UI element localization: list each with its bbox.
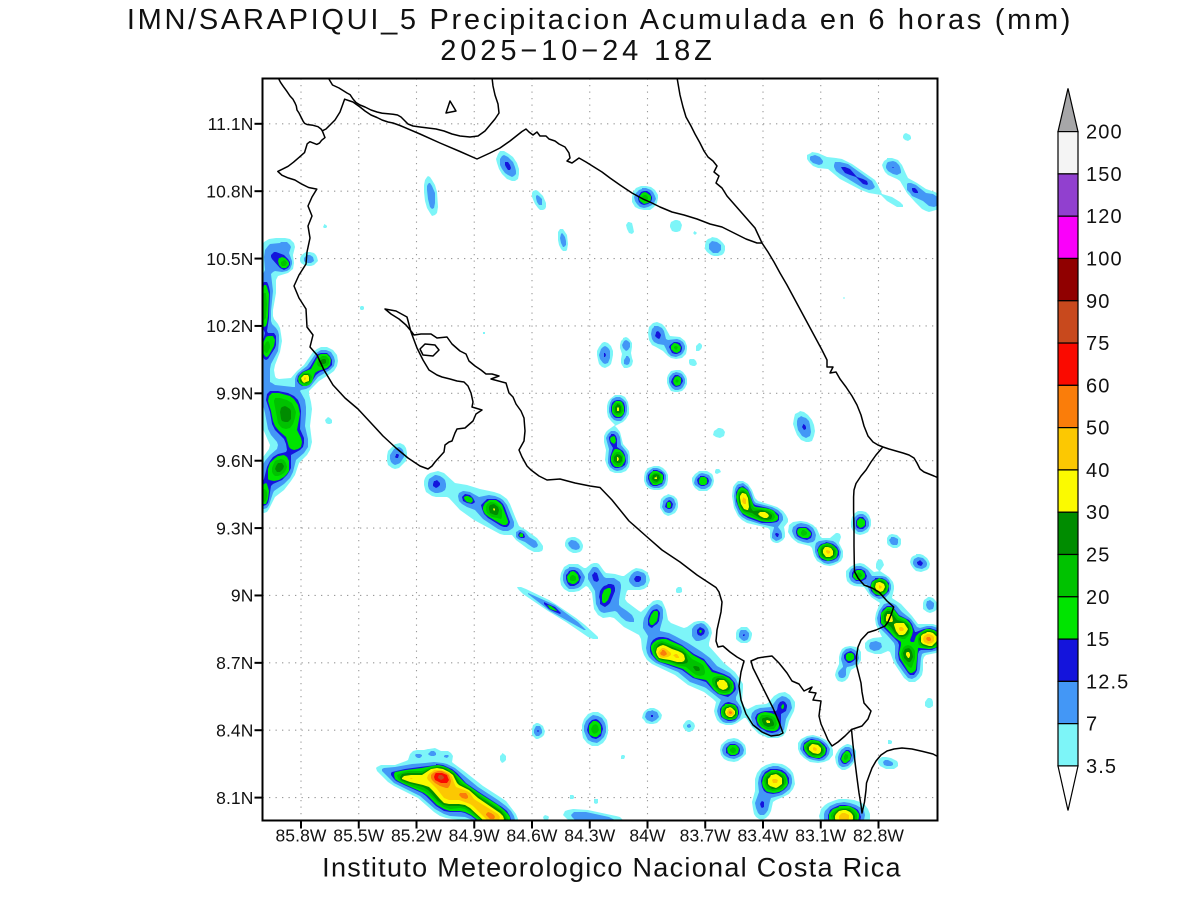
svg-text:3.5: 3.5: [1086, 756, 1117, 778]
svg-text:8.4N: 8.4N: [216, 720, 253, 740]
svg-text:25: 25: [1086, 545, 1110, 567]
svg-text:82.8W: 82.8W: [853, 826, 904, 846]
svg-text:85.2W: 85.2W: [391, 826, 442, 846]
svg-text:85.8W: 85.8W: [275, 826, 326, 846]
svg-text:20: 20: [1086, 587, 1110, 609]
svg-text:7: 7: [1086, 714, 1098, 736]
svg-text:2025−10−24 18Z: 2025−10−24 18Z: [440, 35, 716, 67]
svg-text:84.3W: 84.3W: [564, 826, 615, 846]
svg-text:50: 50: [1086, 418, 1110, 440]
svg-text:84.9W: 84.9W: [449, 826, 500, 846]
svg-text:10.8N: 10.8N: [206, 181, 253, 201]
svg-text:150: 150: [1086, 164, 1123, 186]
svg-text:30: 30: [1086, 502, 1110, 524]
svg-text:Instituto Meteorologico Nacion: Instituto Meteorologico Nacional Costa R…: [322, 853, 902, 883]
svg-text:83.1W: 83.1W: [795, 826, 846, 846]
svg-text:84W: 84W: [629, 826, 666, 846]
svg-text:90: 90: [1086, 291, 1110, 313]
svg-text:12.5: 12.5: [1086, 671, 1129, 693]
svg-text:9.9N: 9.9N: [216, 384, 253, 404]
svg-text:8.1N: 8.1N: [216, 788, 253, 808]
svg-text:IMN/SARAPIQUI_5 Precipitacion: IMN/SARAPIQUI_5 Precipitacion Acumulada …: [127, 4, 1073, 36]
svg-text:120: 120: [1086, 206, 1123, 228]
svg-text:85.5W: 85.5W: [333, 826, 384, 846]
svg-text:75: 75: [1086, 333, 1110, 355]
svg-text:9.6N: 9.6N: [216, 451, 253, 471]
svg-text:40: 40: [1086, 460, 1110, 482]
svg-text:15: 15: [1086, 629, 1110, 651]
svg-text:60: 60: [1086, 375, 1110, 397]
svg-text:9N: 9N: [231, 586, 254, 606]
svg-text:10.5N: 10.5N: [206, 249, 253, 269]
svg-text:11.1N: 11.1N: [208, 114, 254, 134]
svg-text:100: 100: [1086, 249, 1123, 271]
svg-text:83.4W: 83.4W: [737, 826, 788, 846]
svg-text:8.7N: 8.7N: [216, 653, 253, 673]
svg-text:200: 200: [1086, 122, 1123, 144]
svg-text:84.6W: 84.6W: [506, 826, 557, 846]
svg-text:9.3N: 9.3N: [216, 518, 253, 538]
svg-text:83.7W: 83.7W: [680, 826, 731, 846]
svg-text:10.2N: 10.2N: [206, 316, 253, 336]
